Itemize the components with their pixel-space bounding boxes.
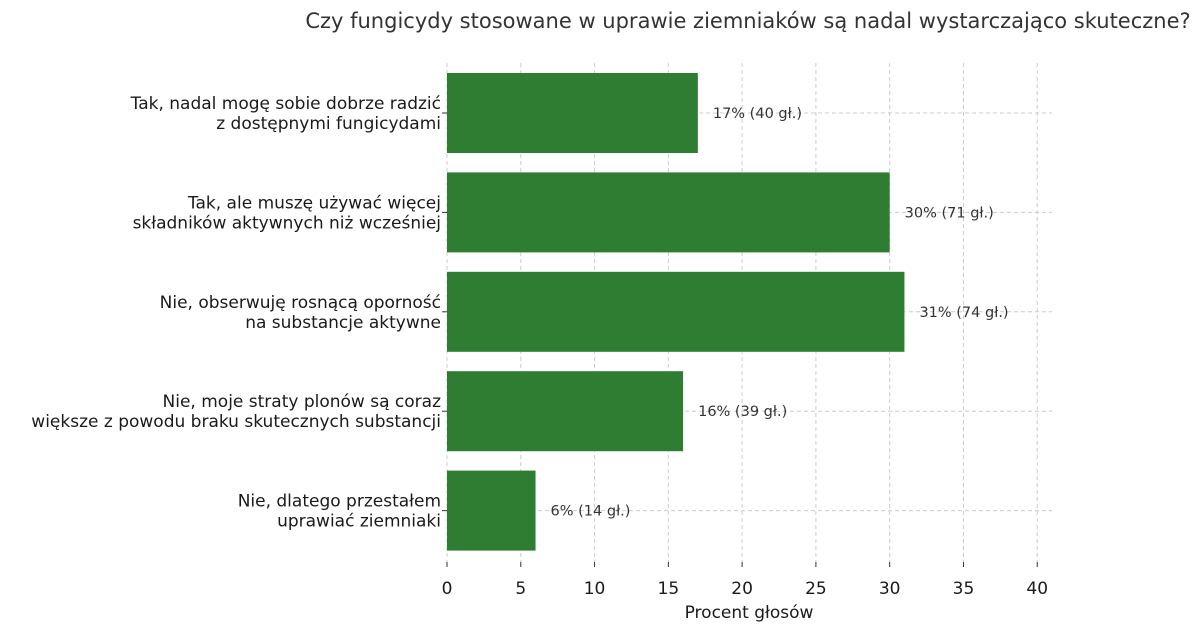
data-label: 16% (39 gł.) (698, 404, 787, 420)
x-tick-label: 0 (442, 579, 453, 599)
x-tick-label: 15 (658, 579, 680, 599)
x-tick-label: 25 (805, 579, 827, 599)
data-label: 30% (71 gł.) (905, 205, 994, 221)
bars: 17% (40 gł.) 30% (71 gł.) 31% (74 gł.) 16% … (447, 73, 1009, 551)
bar (447, 271, 905, 352)
x-tick-label: 20 (731, 579, 753, 599)
category-label: uprawiać ziemniaki (277, 512, 441, 532)
x-tick-label: 40 (1026, 579, 1048, 599)
category-label: Nie, dlatego przestałem (238, 492, 441, 512)
bar (447, 371, 684, 452)
bar (447, 73, 698, 153)
data-label: 6% (14 gł.) (551, 504, 631, 520)
category-label: większe z powodu braku skutecznych subst… (31, 412, 441, 432)
chart-title: Czy fungicydy stosowane w uprawie ziemni… (305, 9, 1190, 33)
bar (447, 470, 536, 551)
category-label: Nie, moje straty plonów są coraz (163, 392, 442, 412)
bar (447, 172, 890, 253)
x-axis-label: Procent głosów (685, 603, 814, 623)
category-label: na substancje aktywne (245, 313, 441, 333)
data-label: 31% (74 gł.) (919, 305, 1008, 321)
x-tick-label: 5 (515, 579, 526, 599)
category-label: Tak, nadal mogę sobie dobrze radzić (130, 94, 441, 114)
x-tick-label: 30 (879, 579, 901, 599)
x-tick-label: 10 (584, 579, 606, 599)
category-label: z dostępnymi fungicydami (216, 114, 441, 134)
category-label: Tak, ale muszę używać więcej (187, 193, 441, 213)
category-label: Nie, obserwuję rosnącą oporność (160, 293, 441, 313)
x-axis-ticks: 0 5 10 15 20 25 30 35 40 (442, 112, 1048, 599)
category-label: składników aktywnych niż wcześniej (133, 213, 441, 233)
data-label: 17% (40 gł.) (713, 106, 802, 122)
x-tick-label: 35 (953, 579, 975, 599)
